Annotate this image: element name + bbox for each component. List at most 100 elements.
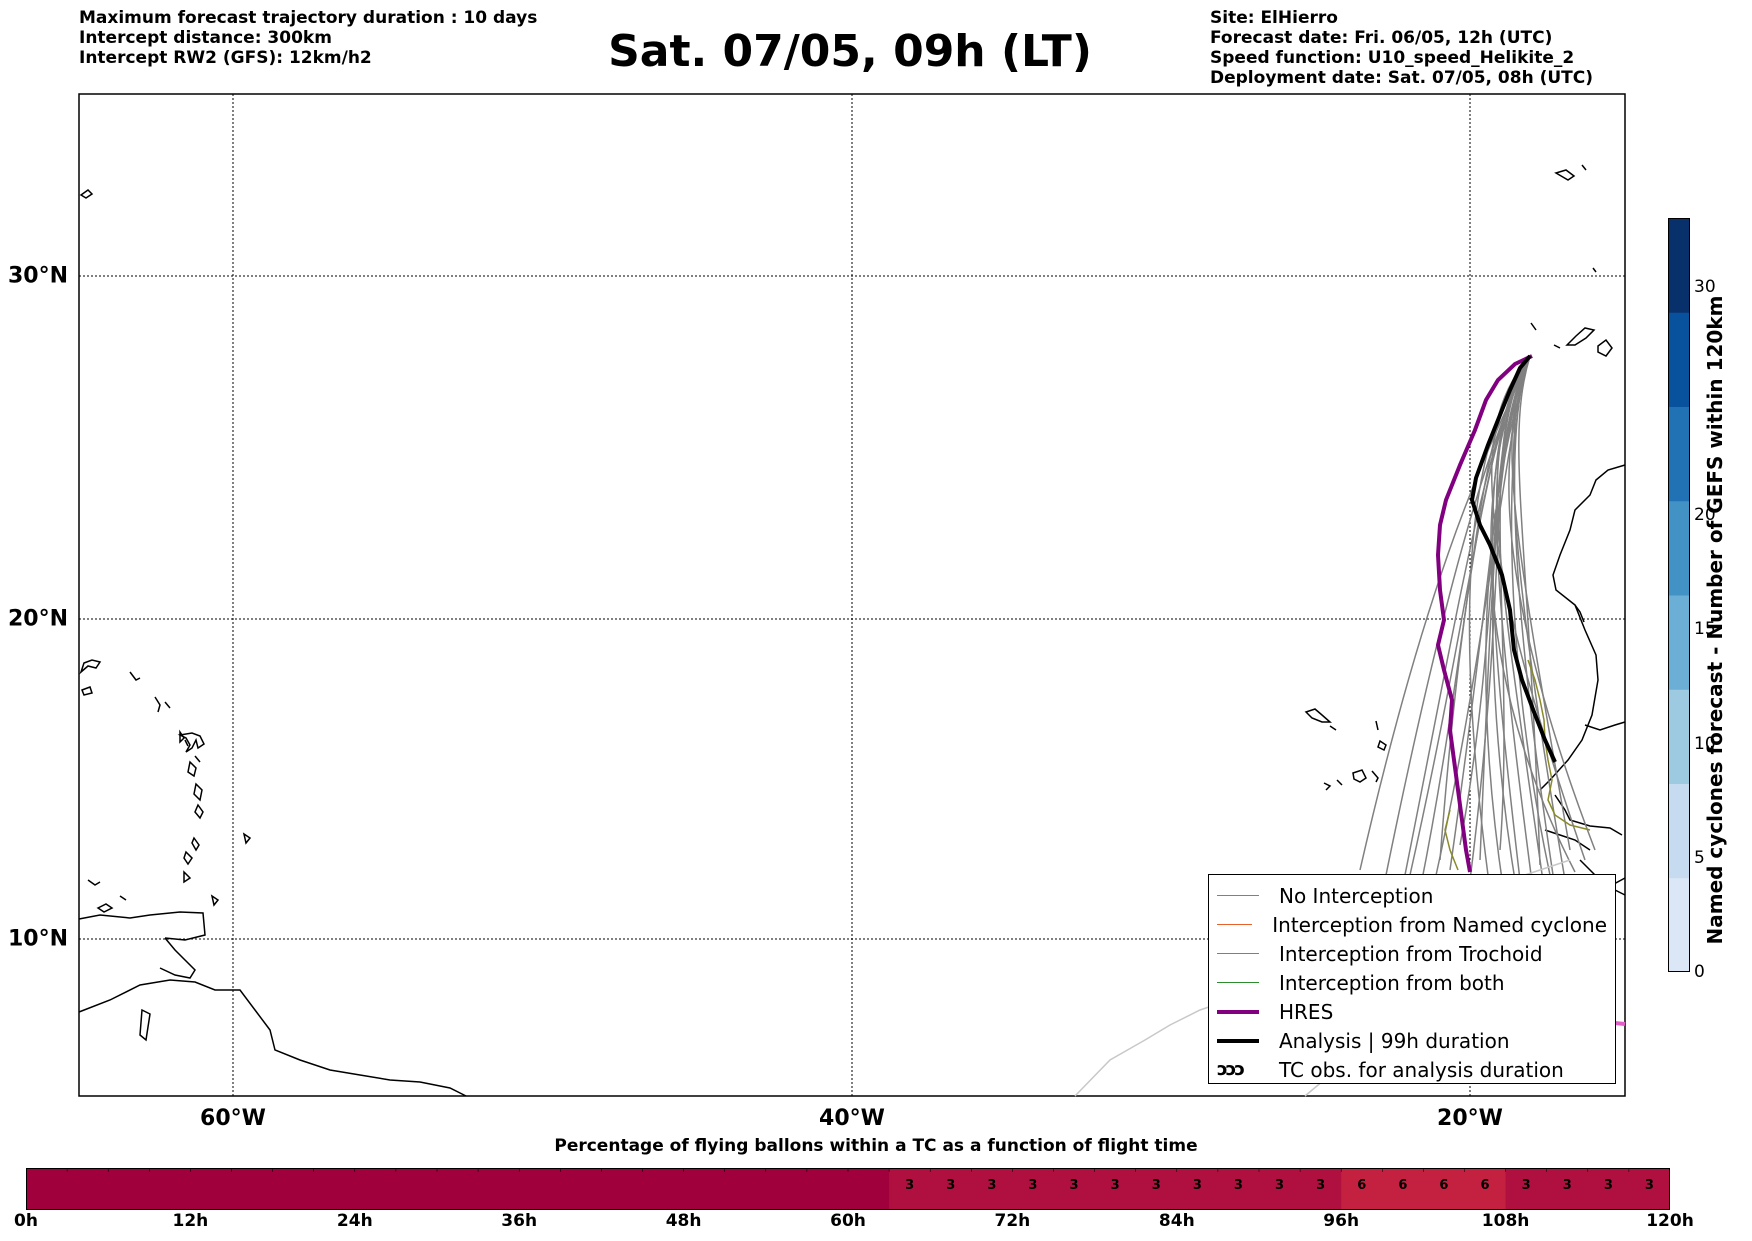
header-right-info: Site: ElHierro Forecast date: Fri. 06/05…: [1210, 8, 1593, 88]
timeline-value-label: 3: [1644, 1178, 1654, 1193]
legend-label: No Interception: [1279, 883, 1434, 908]
timeline-tick-label: 60h: [830, 1211, 866, 1231]
timeline-cell: [1094, 1168, 1137, 1210]
timeline-cell: [930, 1168, 972, 1210]
timeline-value-label: 3: [1028, 1178, 1038, 1193]
timeline-value-label: 3: [1562, 1178, 1572, 1193]
timeline-value-label: 6: [1357, 1178, 1367, 1193]
colorbar-segment: [1668, 500, 1690, 596]
lon-label-20w: 20°W: [1437, 1106, 1503, 1131]
timeline-value-label: 3: [1233, 1178, 1243, 1193]
legend-label: Analysis | 99h duration: [1279, 1028, 1510, 1053]
timeline-value-label: 6: [1480, 1178, 1490, 1193]
timeline-cell: [231, 1168, 274, 1210]
timeline-tick-label: 108h: [1481, 1211, 1530, 1231]
lat-label-10n: 10°N: [8, 926, 69, 952]
timeline-cell: [1259, 1168, 1301, 1210]
colorbar-label: Named cyclones forecast - Number of GEFS…: [1703, 295, 1727, 945]
timeline-cell: [601, 1168, 643, 1210]
forecast-date-text: Forecast date: Fri. 06/05, 12h (UTC): [1210, 28, 1553, 48]
timeline-cell: [1628, 1168, 1670, 1210]
timeline-tick-label: 96h: [1323, 1211, 1360, 1231]
legend-item-no-interception: No Interception: [1217, 881, 1607, 910]
max-duration-text: Maximum forecast trajectory duration : 1…: [79, 8, 538, 28]
legend-swatch: [1217, 895, 1259, 896]
colorbar: [1668, 218, 1690, 972]
timeline-value-label: 3: [1151, 1178, 1161, 1193]
timeline-cell: [683, 1168, 726, 1210]
colorbar-tick-label: 20: [1694, 505, 1716, 526]
timeline-cell: [642, 1168, 685, 1210]
timeline-value-label: 3: [905, 1178, 915, 1193]
timeline-cell: [560, 1168, 602, 1210]
legend-swatch: [1217, 1009, 1259, 1014]
timeline-cell: [272, 1168, 315, 1210]
colorbar-segment: [1668, 595, 1690, 690]
colorbar-segment: [1668, 783, 1690, 879]
timeline-cell: [848, 1168, 890, 1210]
timeline-cell: [190, 1168, 232, 1210]
legend-label: Interception from both: [1279, 970, 1505, 995]
legend-swatch: [1217, 1038, 1259, 1043]
legend-item-named-cyclone: Interception from Named cyclone: [1217, 910, 1607, 939]
legend-swatch: [1217, 982, 1259, 983]
timeline-value-label: 3: [1110, 1178, 1120, 1193]
lat-label-30n: 30°N: [8, 263, 69, 289]
legend-swatch: [1217, 924, 1253, 925]
legend-item-both: Interception from both: [1217, 968, 1607, 997]
timeline-cell: [1546, 1168, 1589, 1210]
colorbar-tick-label: 10: [1694, 733, 1716, 754]
colorbar-segment: [1668, 877, 1690, 972]
timeline-value-label: 3: [1192, 1178, 1202, 1193]
intercept-distance-text: Intercept distance: 300km: [79, 28, 332, 48]
timeline-cell: [437, 1168, 479, 1210]
timeline-value-label: 3: [946, 1178, 956, 1193]
timeline-tick-label: 12h: [172, 1211, 209, 1231]
map-legend: No Interception Interception from Named …: [1208, 874, 1616, 1084]
timeline-cell: [1053, 1168, 1096, 1210]
site-text: Site: ElHierro: [1210, 8, 1338, 28]
legend-label: TC obs. for analysis duration: [1279, 1057, 1564, 1082]
timeline-bar: [26, 1168, 1670, 1210]
legend-item-hres: HRES: [1217, 997, 1607, 1026]
lon-label-40w: 40°W: [819, 1106, 885, 1131]
colorbar-segment: [1668, 689, 1690, 784]
legend-item-trochoid: Interception from Trochoid: [1217, 939, 1607, 968]
colorbar-tick-label: 0: [1694, 962, 1705, 982]
trajectories-trochoid: [1444, 659, 1591, 871]
timeline-cell: [1341, 1168, 1383, 1210]
colorbar-segment: [1668, 218, 1690, 313]
intercept-rw2-text: Intercept RW2 (GFS): 12km/h2: [79, 48, 372, 68]
deployment-date-text: Deployment date: Sat. 07/05, 08h (UTC): [1210, 68, 1594, 88]
timeline-cell: [1135, 1168, 1178, 1210]
timeline-value-label: 6: [1439, 1178, 1449, 1193]
timeline-value-label: 6: [1398, 1178, 1408, 1193]
timeline-cell: [1012, 1168, 1054, 1210]
colorbar-frame: [1668, 218, 1690, 972]
coastlines: [78, 164, 1626, 1097]
timeline-value-label: 3: [1069, 1178, 1079, 1193]
timeline-cell: [149, 1168, 191, 1210]
timeline-cell: [1587, 1168, 1630, 1210]
page-title: Sat. 07/05, 09h (LT): [608, 26, 1092, 77]
timeline-cell: [478, 1168, 520, 1210]
lon-label-60w: 60°W: [200, 1106, 266, 1131]
legend-swatch: [1217, 953, 1259, 954]
timeline-cell: [806, 1168, 849, 1210]
legend-item-analysis: Analysis | 99h duration: [1217, 1026, 1607, 1055]
timeline-tick-label: 0h: [14, 1211, 38, 1231]
timeline-cell: [765, 1168, 808, 1210]
timeline-cell: [1464, 1168, 1507, 1210]
lat-label-20n: 20°N: [8, 606, 69, 632]
timeline-cell: [313, 1168, 356, 1210]
timeline-value-label: 3: [1521, 1178, 1531, 1193]
timeline-cell: [1423, 1168, 1465, 1210]
tc-symbol-icon: ↄↄↄ: [1217, 1059, 1245, 1080]
timeline-frame: [26, 1168, 1670, 1210]
colorbar-segment: [1668, 406, 1690, 502]
timeline-cell: [1505, 1168, 1548, 1210]
colorbar-tick-label: 5: [1694, 847, 1705, 868]
speed-function-text: Speed function: U10_speed_Helikite_2: [1210, 48, 1575, 68]
colorbar-segment: [1668, 312, 1690, 407]
timeline-tick-label: 48h: [665, 1211, 702, 1231]
